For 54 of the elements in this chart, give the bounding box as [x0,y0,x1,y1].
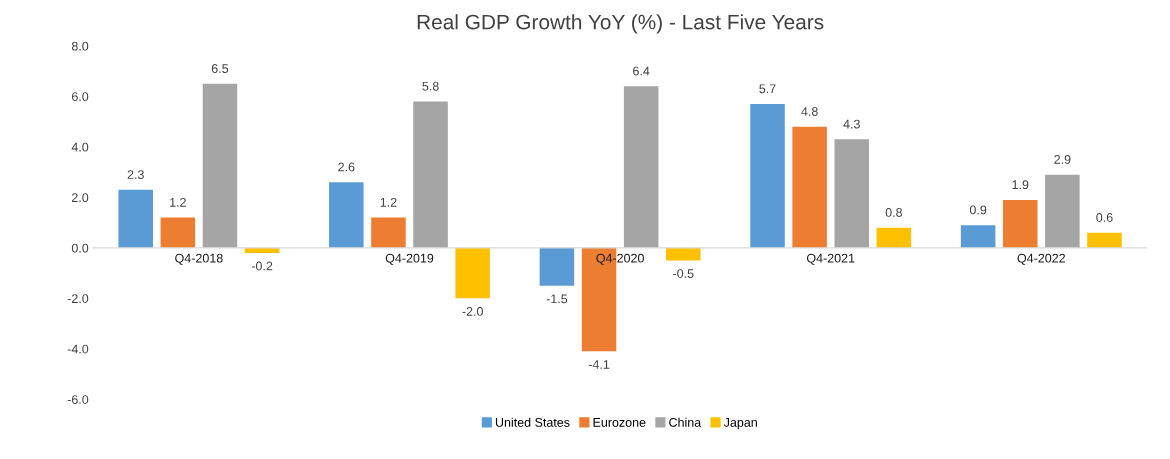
y-tick-label: -4.0 [67,344,89,354]
bar [455,247,490,299]
bar [792,126,827,248]
bar [623,86,659,248]
bar [371,217,406,248]
data-label: 1.2 [170,197,186,207]
bar [960,225,996,248]
legend-label: Eurozone [593,418,646,427]
legend-label: Japan [723,418,757,430]
data-label: 4.8 [801,107,818,116]
data-label: -0.5 [673,269,694,278]
data-label: 1.9 [1012,180,1029,190]
y-tick-label: 0.0 [71,243,89,253]
data-label: 1.2 [380,197,397,207]
data-label: -2.0 [462,307,483,316]
bar [329,182,364,248]
data-label: 0.8 [885,208,903,217]
bar [876,227,912,248]
x-tick-label: Q4-2021 [806,253,855,265]
data-label: 4.3 [843,119,860,129]
data-label: 2.9 [1054,154,1071,164]
data-label: 6.4 [633,66,650,76]
y-tick-label: 8.0 [71,41,89,51]
y-tick-label: 4.0 [71,142,89,152]
chart-title: Real GDP Growth YoY (%) - Last Five Years [417,14,824,34]
x-tick-label: Q4-2022 [1017,253,1065,265]
x-tick-label: Q4-2018 [175,253,223,265]
bar [750,103,785,248]
data-label: 0.6 [1096,213,1113,222]
bar [160,217,196,248]
y-tick-label: -6.0 [67,395,89,404]
legend-label: China [669,417,702,427]
bar [1045,174,1080,248]
y-tick-label: 6.0 [72,92,89,102]
y-tick-label: -2.0 [67,294,89,303]
data-label: 2.3 [127,170,144,179]
data-label: -4.1 [588,360,610,369]
bar [834,139,870,248]
bar [1087,232,1122,248]
bar [202,83,238,248]
data-label: 6.5 [211,64,229,73]
legend-label: United States [495,417,570,427]
data-label: 5.7 [759,84,776,94]
data-label: 0.9 [969,205,987,215]
bar [413,101,448,248]
bar [539,247,575,286]
bar [1002,199,1038,248]
y-tick-label: 2.0 [71,193,89,203]
data-label: 2.6 [338,162,355,172]
data-label: -1.5 [546,294,568,304]
data-label: 5.8 [422,81,439,91]
data-label: -0.2 [251,261,273,271]
bar [118,189,153,248]
x-tick-label: Q4-2019 [385,253,434,265]
